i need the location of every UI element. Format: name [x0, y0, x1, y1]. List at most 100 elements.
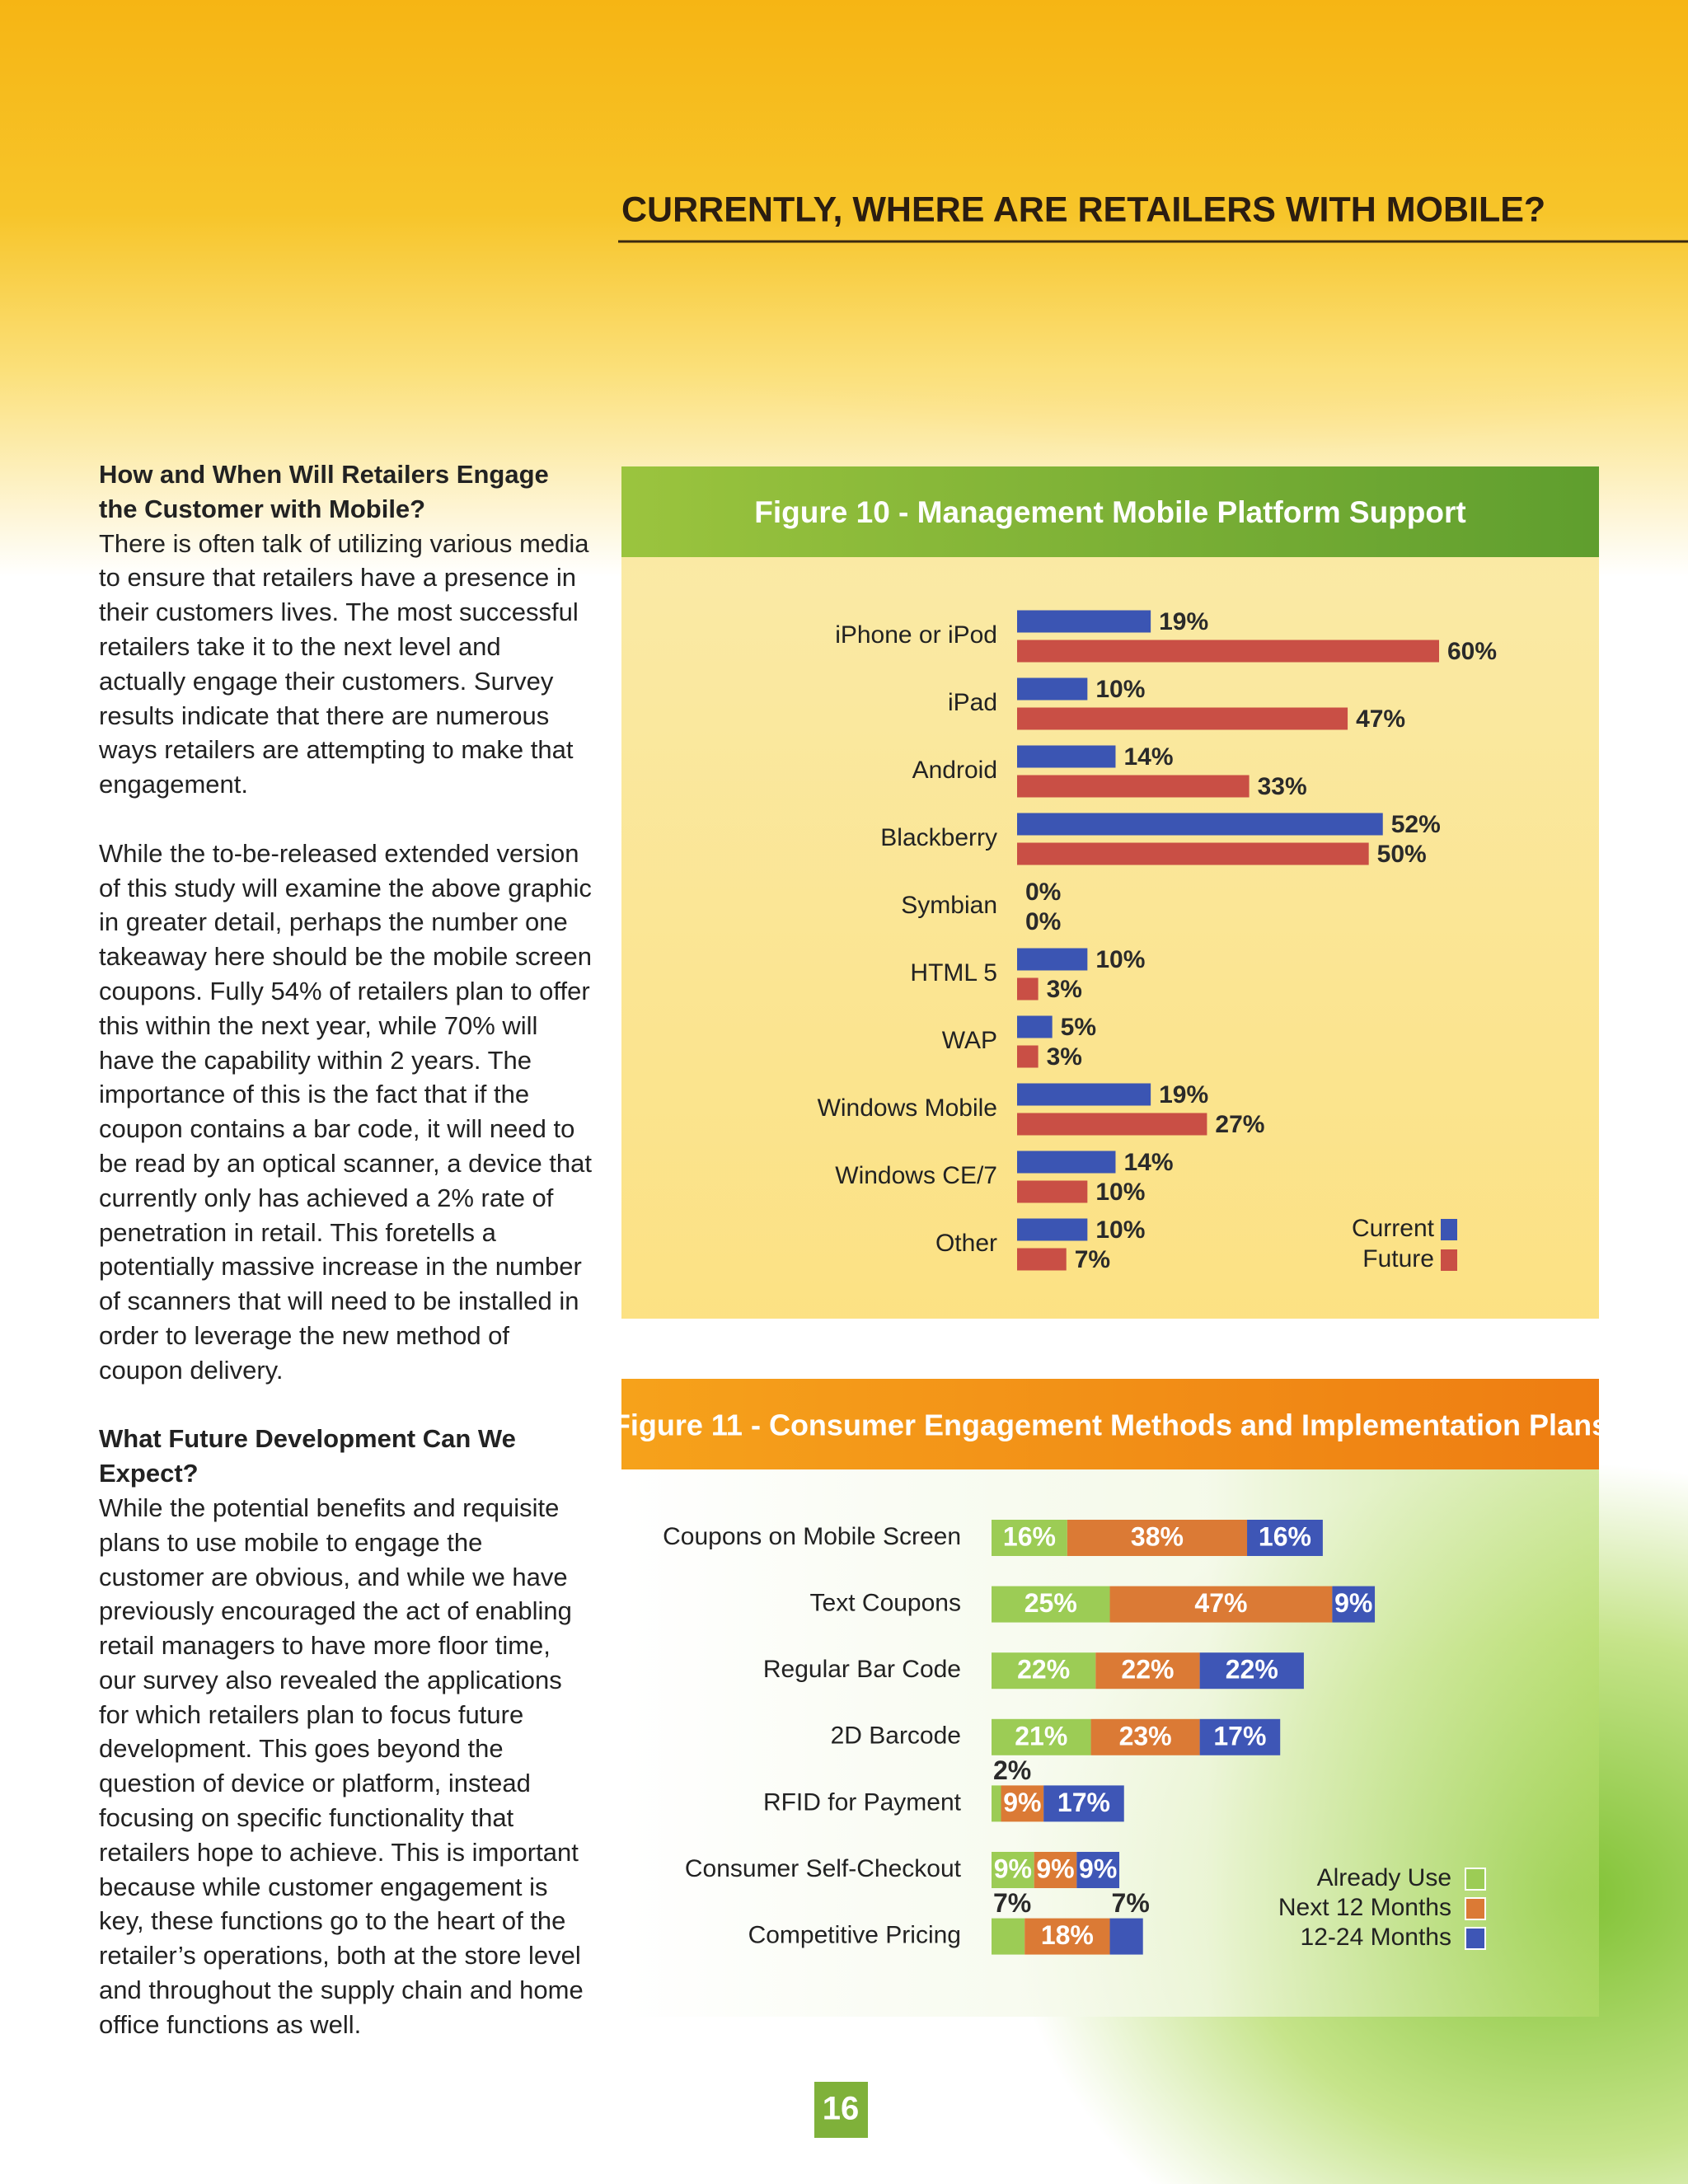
bar: [1017, 1180, 1088, 1203]
bar-segment: [992, 1718, 1091, 1755]
value-label: 7%: [1075, 1246, 1110, 1273]
figure-header: [621, 1379, 1599, 1469]
bar-segment: [1109, 1918, 1143, 1955]
value-label: 47%: [1356, 705, 1405, 733]
paragraph: There is often talk of utilizing various…: [99, 528, 589, 799]
category-label: Consumer Self-Checkout: [685, 1855, 962, 1882]
category-label: Competitive Pricing: [748, 1922, 961, 1949]
value-label: 23%: [1119, 1721, 1172, 1750]
bar: [1017, 948, 1088, 971]
page-title: CURRENTLY, WHERE ARE RETAILERS WITH MOBI…: [621, 190, 1545, 229]
legend-swatch: [1441, 1249, 1457, 1271]
paragraph: While the to-be-released extended versio…: [99, 838, 593, 1385]
legend-swatch: [1465, 1927, 1486, 1950]
page-number-box: [814, 2082, 868, 2138]
bar: [1017, 707, 1348, 730]
bar-segment: [992, 1852, 1034, 1888]
page-number: 16: [823, 2091, 860, 2127]
value-label: 27%: [1215, 1111, 1264, 1138]
category-label: RFID for Payment: [763, 1788, 962, 1816]
value-label: 33%: [1258, 773, 1307, 800]
bar-segment: [1199, 1652, 1304, 1690]
value-label: 10%: [1095, 1179, 1145, 1206]
bar-segment: [992, 1785, 1001, 1822]
value-label: 9%: [1036, 1854, 1074, 1883]
value-label: 22%: [1121, 1655, 1174, 1685]
bar-segment: [1247, 1520, 1323, 1556]
bar-segment: [1332, 1586, 1376, 1623]
bar: [1017, 1151, 1116, 1174]
value-label: 19%: [1159, 608, 1208, 635]
bar-segment: [992, 1586, 1110, 1623]
value-label: 25%: [1025, 1588, 1077, 1618]
value-label: 0%: [1025, 908, 1061, 935]
value-label: 7%: [1112, 1888, 1150, 1918]
value-label: 52%: [1391, 811, 1441, 838]
value-label: 17%: [1213, 1721, 1266, 1750]
value-label: 16%: [1003, 1521, 1056, 1551]
bar: [1017, 677, 1088, 701]
value-label: 19%: [1159, 1081, 1208, 1108]
value-label: 18%: [1041, 1920, 1094, 1950]
category-label: Other: [935, 1230, 997, 1257]
value-label: 60%: [1447, 638, 1497, 665]
legend-label: 12-24 Months: [1301, 1924, 1451, 1951]
bar-segment: [1095, 1652, 1200, 1690]
legend-label: Current: [1352, 1215, 1435, 1242]
category-label: Regular Bar Code: [763, 1656, 961, 1683]
category-label: Coupons on Mobile Screen: [663, 1523, 961, 1550]
category-label: iPhone or iPod: [835, 621, 997, 649]
value-label: 21%: [1015, 1721, 1067, 1750]
category-label: 2D Barcode: [831, 1722, 961, 1750]
category-label: HTML 5: [910, 959, 997, 987]
value-label: 7%: [993, 1888, 1031, 1918]
figure-panel: [621, 466, 1599, 1319]
value-label: 5%: [1061, 1014, 1096, 1041]
bar-segment: [1090, 1718, 1200, 1755]
legend-label: Already Use: [1317, 1864, 1451, 1891]
section-heading: What Future Development Can We Expect?: [99, 1424, 516, 1488]
value-label: 9%: [994, 1854, 1032, 1883]
category-label: iPad: [948, 689, 997, 716]
figure-panel: [621, 1379, 1599, 2017]
value-label: 16%: [1259, 1521, 1311, 1551]
bar-segment: [992, 1918, 1025, 1955]
category-label: Windows CE/7: [835, 1162, 997, 1189]
value-label: 3%: [1047, 1043, 1082, 1071]
value-label: 50%: [1377, 841, 1427, 868]
figure-title: Figure 11 - Consumer Engagement Methods …: [612, 1408, 1608, 1442]
value-label: 22%: [1017, 1655, 1070, 1685]
section-heading: How and When Will Retailers Engage the C…: [99, 460, 549, 523]
bar: [1017, 775, 1250, 798]
bar-segment: [1001, 1785, 1044, 1822]
value-label: 9%: [1079, 1854, 1117, 1883]
bar-segment: [992, 1652, 1096, 1690]
legend-swatch: [1441, 1219, 1457, 1240]
bar-segment: [1109, 1586, 1333, 1623]
legend-swatch: [1465, 1897, 1486, 1920]
legend-label: Next 12 Months: [1278, 1894, 1451, 1921]
bar: [1017, 1248, 1067, 1271]
value-label: 9%: [1334, 1588, 1372, 1618]
bar: [1017, 813, 1383, 836]
article: How and When Will Retailers Engage the C…: [99, 457, 593, 2076]
bar-segment: [1067, 1520, 1248, 1556]
bar: [1017, 1045, 1039, 1068]
bar-segment: [992, 1520, 1067, 1556]
value-label: 9%: [1003, 1788, 1041, 1817]
legend-label: Future: [1362, 1245, 1434, 1272]
category-label: Text Coupons: [810, 1590, 961, 1617]
value-label: 3%: [1047, 976, 1082, 1003]
value-label: 14%: [1123, 1149, 1173, 1176]
paragraph: While the potential benefits and requisi…: [99, 1493, 584, 2039]
value-label: 22%: [1226, 1655, 1278, 1685]
value-label: 2%: [993, 1755, 1031, 1785]
bar: [1017, 1083, 1151, 1106]
value-label: 10%: [1095, 676, 1145, 703]
value-label: 0%: [1025, 879, 1061, 906]
bar: [1017, 745, 1116, 768]
figure-title: Figure 10 - Management Mobile Platform S…: [754, 495, 1465, 529]
bar: [1017, 610, 1151, 633]
value-label: 47%: [1194, 1588, 1247, 1618]
